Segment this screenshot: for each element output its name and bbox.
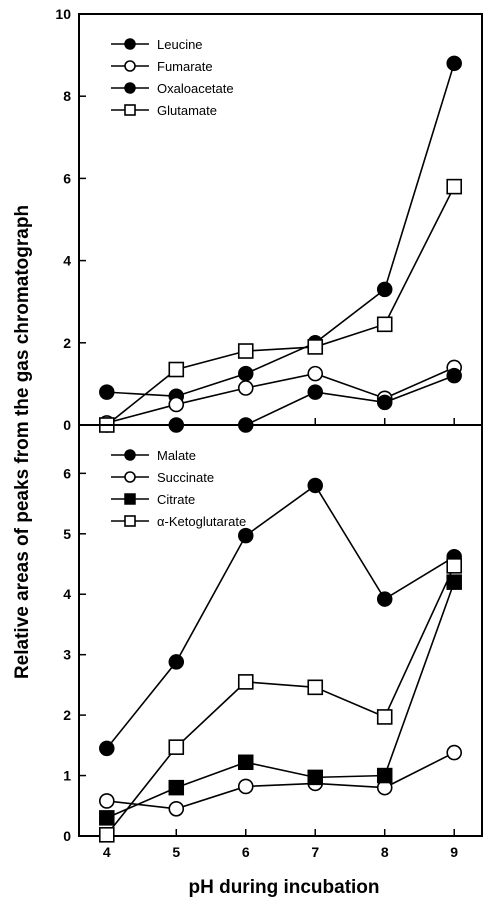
- legend-marker: [124, 449, 136, 461]
- data-point-fumarate: [237, 380, 254, 396]
- data-point-succinate: [98, 793, 115, 809]
- y-tick-label: 6: [63, 170, 71, 186]
- series-line-leucine: [106, 63, 455, 398]
- data-point-ketoglutarate: [98, 826, 115, 843]
- series-line-malate: [106, 484, 455, 749]
- data-point-ketoglutarate: [376, 709, 393, 725]
- y-tick-label: 10: [55, 6, 71, 22]
- legend-label: Succinate: [157, 470, 214, 485]
- x-tick-label: 7: [311, 844, 319, 860]
- data-point-glutamate: [168, 361, 185, 378]
- y-axis-label: Relative areas of peaks from the gas chr…: [12, 205, 33, 679]
- top-panel: 0 2 4 6 8 10 Leucine Fumarate Oxaloacetate Glutam…: [55, 6, 483, 433]
- y-tick-label: 0: [63, 417, 71, 433]
- y-tick-label: 0: [63, 828, 71, 844]
- data-point-citrate: [446, 574, 462, 590]
- data-point-succinate: [446, 744, 463, 761]
- bottom-panel: 0 1 2 3 4 5 6 Malate Succinate Citrate α-Ketogluta…: [63, 424, 483, 844]
- data-point-succinate: [237, 778, 254, 795]
- legend-label: Leucine: [157, 37, 203, 52]
- data-point-citrate: [376, 767, 393, 784]
- data-point-glutamate: [446, 178, 463, 195]
- data-point-oxaloacetate: [446, 367, 462, 384]
- data-point-glutamate: [376, 316, 393, 333]
- data-point-malate: [238, 527, 254, 544]
- legend-marker: [124, 82, 136, 94]
- y-tick-label: 2: [63, 707, 71, 723]
- data-point-citrate: [238, 754, 254, 771]
- x-axis-label: pH during incubation: [188, 877, 379, 898]
- data-point-glutamate: [237, 343, 254, 359]
- y-tick-label: 3: [63, 647, 71, 663]
- data-point-glutamate: [307, 339, 324, 355]
- y-tick-label: 6: [63, 465, 71, 481]
- legend-label: Glutamate: [157, 103, 217, 118]
- data-point-oxaloacetate: [307, 384, 323, 400]
- data-point-citrate: [168, 779, 185, 796]
- legend-marker: [124, 515, 136, 527]
- data-point-malate: [376, 591, 393, 607]
- data-point-fumarate: [168, 396, 185, 413]
- series-line-ketoglutarate: [106, 565, 455, 836]
- y-tick-label: 1: [63, 768, 71, 784]
- data-point-fumarate: [307, 365, 324, 382]
- data-point-ketoglutarate: [168, 739, 185, 755]
- data-point-malate: [168, 654, 185, 670]
- data-point-malate: [99, 740, 115, 757]
- data-point-succinate: [168, 801, 185, 817]
- x-tick-label: 8: [381, 844, 389, 860]
- legend-marker: [124, 104, 136, 116]
- data-point-ketoglutarate: [446, 558, 463, 574]
- series-line-citrate: [106, 581, 455, 819]
- data-point-citrate: [307, 769, 323, 786]
- legend-label: Fumarate: [157, 59, 213, 74]
- series-line-glutamate: [106, 186, 455, 426]
- x-tick-label: 5: [172, 844, 180, 860]
- data-point-leucine: [99, 384, 115, 400]
- series-line-fumarate: [106, 366, 455, 424]
- legend-marker: [124, 60, 136, 72]
- data-point-ketoglutarate: [237, 674, 254, 690]
- y-tick-label: 8: [63, 88, 71, 104]
- data-point-oxaloacetate: [376, 394, 393, 411]
- data-point-malate: [307, 477, 323, 494]
- y-tick-label: 2: [63, 335, 71, 351]
- legend-label: α-Ketoglutarate: [157, 514, 246, 529]
- data-point-leucine: [446, 55, 462, 72]
- x-axis: 4 5 6 7 8 9: [103, 844, 458, 860]
- plot-frame: [78, 424, 483, 837]
- legend-marker: [124, 493, 136, 505]
- y-tick-label: 4: [63, 586, 71, 602]
- legend-label: Citrate: [157, 492, 195, 507]
- legend-marker: [124, 471, 136, 483]
- plot-frame: [78, 13, 483, 426]
- legend-label: Oxaloacetate: [157, 81, 234, 96]
- series-line-succinate: [106, 751, 455, 810]
- legend-marker: [124, 38, 136, 50]
- data-point-citrate: [99, 810, 115, 826]
- x-tick-label: 9: [450, 844, 458, 860]
- legend-label: Malate: [157, 448, 196, 463]
- data-point-ketoglutarate: [307, 679, 324, 696]
- y-tick-label: 4: [63, 253, 71, 269]
- y-tick-label: 5: [63, 526, 71, 542]
- data-point-leucine: [376, 281, 393, 298]
- x-tick-label: 6: [242, 844, 250, 860]
- x-tick-label: 4: [103, 844, 111, 860]
- data-point-leucine: [238, 365, 254, 382]
